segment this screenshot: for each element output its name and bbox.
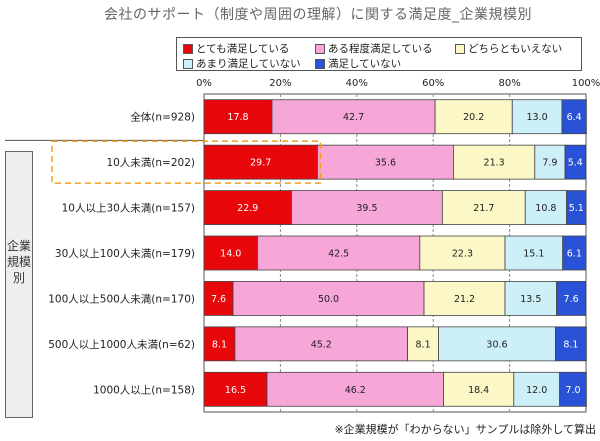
data-label: 22.3 [452, 249, 473, 260]
bar-segment [257, 235, 421, 271]
bar-segment [511, 99, 563, 135]
data-label: 6.1 [567, 249, 582, 260]
x-tick-label: 40% [346, 78, 368, 89]
data-label: 13.0 [527, 112, 548, 123]
data-label: 5.1 [569, 203, 584, 214]
data-label: 45.2 [311, 339, 332, 350]
bar-segment [203, 99, 273, 135]
data-label: 22.9 [237, 203, 258, 214]
data-label: 8.1 [416, 339, 431, 350]
bar-segment [566, 190, 587, 225]
x-tick-label: 0% [196, 78, 212, 89]
bar-segment [453, 144, 536, 180]
legend-swatch [315, 43, 325, 54]
legend-swatch [455, 43, 465, 54]
data-label: 50.0 [318, 294, 339, 305]
x-tick-label: 100% [572, 78, 600, 89]
chart-title: 会社のサポート（制度や周囲の理解）に関する満足度_企業規模別 [104, 7, 532, 23]
data-label: 15.1 [523, 249, 544, 260]
data-label: 21.7 [473, 203, 494, 214]
bar-segment [232, 281, 425, 316]
data-label: 29.7 [250, 158, 271, 169]
footnote: ※企業規模が「わからない」サンプルは除外して算出 [334, 423, 596, 436]
bar-segment [524, 190, 567, 225]
bar-segment [203, 326, 236, 362]
bar-segment [434, 99, 513, 135]
legend-label: ある程度満足している [328, 43, 433, 55]
data-label: 7.6 [211, 294, 226, 305]
data-label: 21.2 [454, 294, 475, 305]
data-label: 46.2 [345, 385, 366, 396]
data-label: 30.6 [486, 339, 507, 350]
bar-segment [203, 190, 292, 225]
company-size-group-box: 企業規模別 [5, 151, 33, 418]
legend-swatch [183, 58, 193, 69]
legend-label: あまり満足していない [196, 58, 301, 70]
x-tick-label: 80% [498, 78, 520, 89]
bar-segment [407, 326, 439, 362]
bar-segment [504, 235, 564, 271]
data-label: 21.3 [484, 158, 505, 169]
category-label: 1000人以上(n=158) [93, 384, 195, 396]
category-label: 500人以上1000人未満(n=62) [48, 339, 195, 351]
bar-segment [555, 326, 587, 362]
bar-segment [317, 144, 454, 180]
bar-segment [564, 144, 587, 180]
legend-label: どちらともいえない [468, 43, 563, 55]
data-label: 18.4 [468, 385, 489, 396]
category-label: 100人以上500人未満(n=170) [48, 293, 195, 305]
bar-segment [419, 235, 506, 271]
chart-legend: とても満足している ある程度満足している どちらともいえない あまり満足していな… [176, 37, 582, 71]
bar-segment [504, 281, 557, 316]
category-label: 30人以上100人未満(n=179) [55, 248, 195, 260]
bar-segment [203, 281, 234, 316]
x-tick-label: 20% [269, 78, 291, 89]
legend-item-not-very-satisfied: あまり満足していない [183, 56, 301, 71]
x-tick-label: 60% [422, 78, 444, 89]
data-label: 14.0 [220, 249, 241, 260]
data-label: 42.7 [343, 112, 364, 123]
data-label: 35.6 [375, 158, 396, 169]
legend-item-neutral: どちらともいえない [455, 41, 562, 56]
data-label: 13.5 [520, 294, 541, 305]
bar-segment [234, 326, 409, 362]
data-label: 5.4 [568, 158, 583, 169]
data-label: 7.6 [564, 294, 579, 305]
data-label: 7.0 [565, 385, 580, 396]
bar-segment [203, 144, 318, 180]
company-size-group-label: 企業規模別 [6, 239, 31, 285]
data-label: 6.4 [567, 112, 582, 123]
data-label: 39.5 [356, 203, 377, 214]
data-label: 17.8 [227, 112, 248, 123]
highlight-box [51, 140, 322, 184]
legend-label: とても満足している [196, 43, 290, 55]
bar-segment [443, 371, 515, 407]
bar-segment [561, 99, 587, 135]
data-label: 7.9 [542, 158, 557, 169]
data-label: 10.8 [535, 203, 556, 214]
data-label: 20.2 [463, 112, 484, 123]
category-label: 全体(n=928) [130, 111, 195, 124]
bar-segment [556, 281, 587, 316]
bar-segment [562, 235, 587, 271]
legend-item-somewhat-satisfied: ある程度満足している [315, 41, 433, 56]
data-label: 16.5 [225, 385, 246, 396]
bar-segment [203, 235, 258, 271]
data-label: 12.0 [526, 385, 547, 396]
legend-swatch [315, 58, 325, 69]
legend-label: 満足していない [328, 58, 402, 70]
legend-item-very-satisfied: とても満足している [183, 41, 289, 56]
legend-swatch [183, 43, 193, 54]
data-label: 42.5 [328, 249, 349, 260]
bar-segment [534, 144, 566, 180]
bar-segment [559, 371, 587, 407]
category-label: 10人以上30人未満(n=157) [62, 203, 195, 215]
legend-item-not-satisfied: 満足していない [315, 56, 401, 71]
data-label: 8.1 [212, 339, 227, 350]
data-label: 8.1 [563, 339, 578, 350]
bar-segment [266, 371, 444, 407]
bar-segment [203, 371, 268, 407]
category-label: 10人未満(n=202) [106, 157, 195, 169]
